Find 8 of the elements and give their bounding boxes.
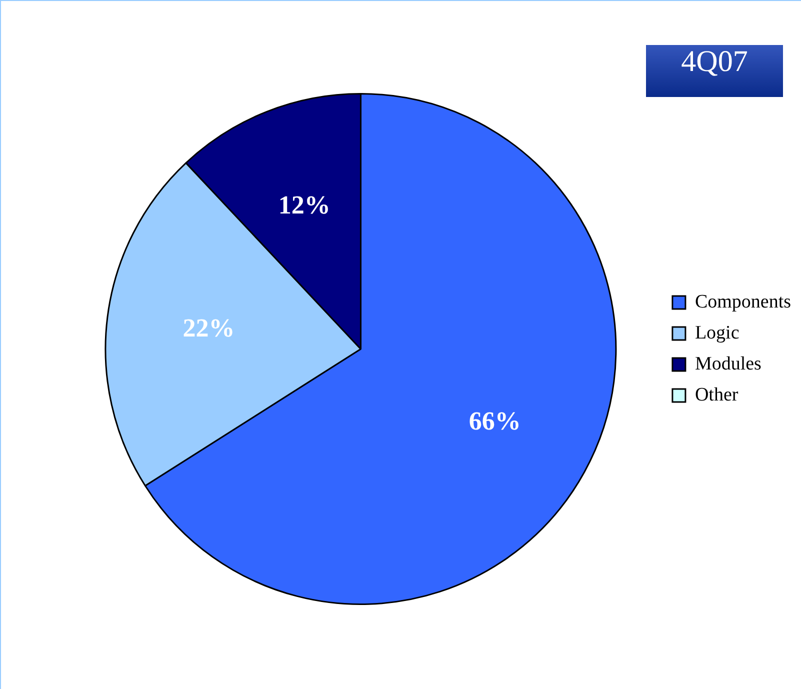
chart-title: 4Q07: [646, 45, 783, 97]
legend-label: Components: [694, 291, 792, 312]
legend-label: Other: [694, 384, 739, 406]
data-label: 12%: [278, 190, 330, 220]
legend-label: Logic: [694, 322, 740, 344]
data-label: 22%: [182, 314, 235, 343]
legend-label: Modules: [694, 353, 762, 374]
data-label: 66%: [468, 406, 521, 436]
